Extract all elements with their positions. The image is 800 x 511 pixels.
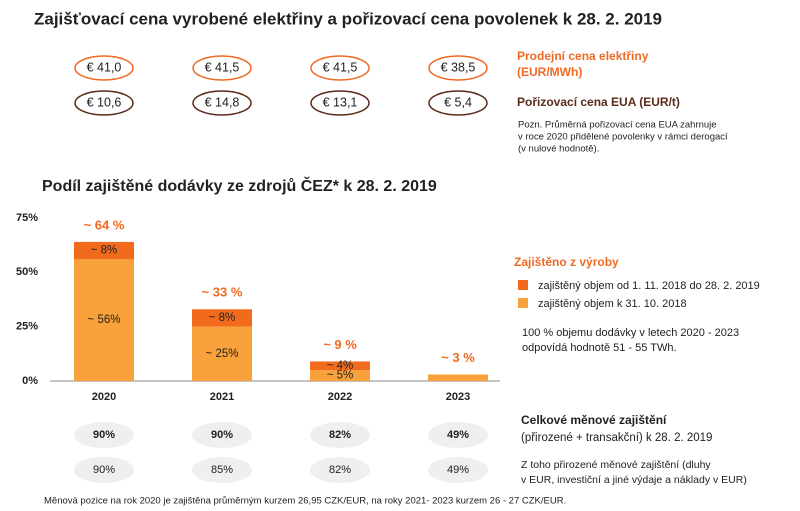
annotation: 100 % objemu dodávky v letech 2020 - 202… (522, 327, 739, 339)
hedge-label: (přirozené + transakční) k 28. 2. 2019 (521, 432, 712, 444)
bar (310, 361, 370, 371)
hedge-oval (192, 457, 252, 483)
price-value: € 41,0 (87, 60, 122, 74)
total-label: ~ 3 % (441, 350, 475, 365)
price-value: € 5,4 (444, 95, 472, 109)
price-oval (192, 55, 252, 81)
hedge-value: 49% (447, 429, 469, 441)
x-tick-label: 2021 (210, 391, 234, 403)
title: Zajišťovací cena vyrobené elektřiny a po… (34, 9, 662, 28)
annotation: odpovídá hodnotě 51 - 55 TWh. (522, 342, 677, 354)
hedge-label: v EUR, investiční a jiné výdaje a náklad… (521, 474, 747, 486)
total-label: ~ 33 % (202, 285, 243, 300)
y-tick-label: 50% (16, 266, 38, 278)
legend-swatch (518, 280, 528, 290)
price-oval (74, 90, 134, 116)
hedge-value: 49% (447, 464, 469, 476)
legend-swatch (518, 298, 528, 308)
value-label: ~ 8% (91, 245, 118, 257)
hedge-oval (192, 422, 252, 448)
price-oval (310, 90, 370, 116)
price-value: € 10,6 (87, 95, 122, 109)
x-tick-label: 2020 (92, 391, 116, 403)
hedge-oval (428, 457, 488, 483)
x-tick-label: 2023 (446, 391, 470, 403)
hedge-value: 82% (329, 464, 351, 476)
price-label: (EUR/MWh) (517, 65, 582, 79)
hedge-oval (310, 457, 370, 483)
value-label: ~ 5% (327, 370, 354, 382)
total-label: ~ 9 % (323, 337, 357, 352)
chart-title: Podíl zajištěné dodávky ze zdrojů ČEZ* k… (42, 176, 437, 195)
y-tick-label: 75% (16, 212, 38, 224)
legend-label: zajištěný objem k 31. 10. 2018 (538, 298, 687, 310)
note: (v nulové hodnotě). (518, 144, 599, 155)
hedge-oval (310, 422, 370, 448)
bar (192, 326, 252, 381)
total-label: ~ 64 % (84, 217, 125, 232)
bar (192, 309, 252, 327)
hedge-value: 90% (93, 429, 115, 441)
legend-title: Zajištěno z výroby (514, 255, 619, 269)
y-tick-label: 25% (16, 321, 38, 333)
price-value: € 41,5 (323, 60, 358, 74)
value-label: ~ 25% (206, 348, 239, 360)
price-value: € 38,5 (441, 60, 476, 74)
price-label: Pořizovací cena EUA (EUR/t) (517, 95, 680, 109)
price-oval (74, 55, 134, 81)
y-tick-label: 0% (22, 375, 38, 387)
value-label: ~ 8% (209, 312, 236, 324)
hedge-value: 85% (211, 464, 233, 476)
bar (74, 241, 134, 260)
hedge-oval (74, 422, 134, 448)
price-value: € 41,5 (205, 60, 240, 74)
value-label: ~ 4% (327, 360, 354, 372)
x-tick-label: 2022 (328, 391, 352, 403)
footnote: Měnová pozice na rok 2020 je zajištěna p… (44, 496, 566, 507)
hedge-value: 90% (211, 429, 233, 441)
bar (310, 370, 370, 381)
price-value: € 13,1 (323, 95, 358, 109)
price-oval (192, 90, 252, 116)
value-label: ~ 56% (88, 314, 121, 326)
hedge-label: Z toho přirozené měnové zajištění (dluhy (521, 459, 711, 471)
price-oval (310, 55, 370, 81)
price-oval (428, 90, 488, 116)
hedge-oval (74, 457, 134, 483)
legend-label: zajištěný objem od 1. 11. 2018 do 28. 2.… (538, 280, 760, 292)
hedge-value: 90% (93, 464, 115, 476)
note: Pozn. Průměrná pořizovací cena EUA zahrn… (518, 120, 717, 131)
bar (428, 374, 488, 381)
hedge-oval (428, 422, 488, 448)
price-oval (428, 55, 488, 81)
hedge-value: 82% (329, 429, 351, 441)
bar (74, 259, 134, 381)
note: v roce 2020 přidělené povolenky v rámci … (518, 132, 728, 143)
price-value: € 14,8 (205, 95, 240, 109)
hedge-label: Celkové měnové zajištění (521, 413, 667, 427)
price-label: Prodejní cena elektřiny (517, 49, 649, 63)
